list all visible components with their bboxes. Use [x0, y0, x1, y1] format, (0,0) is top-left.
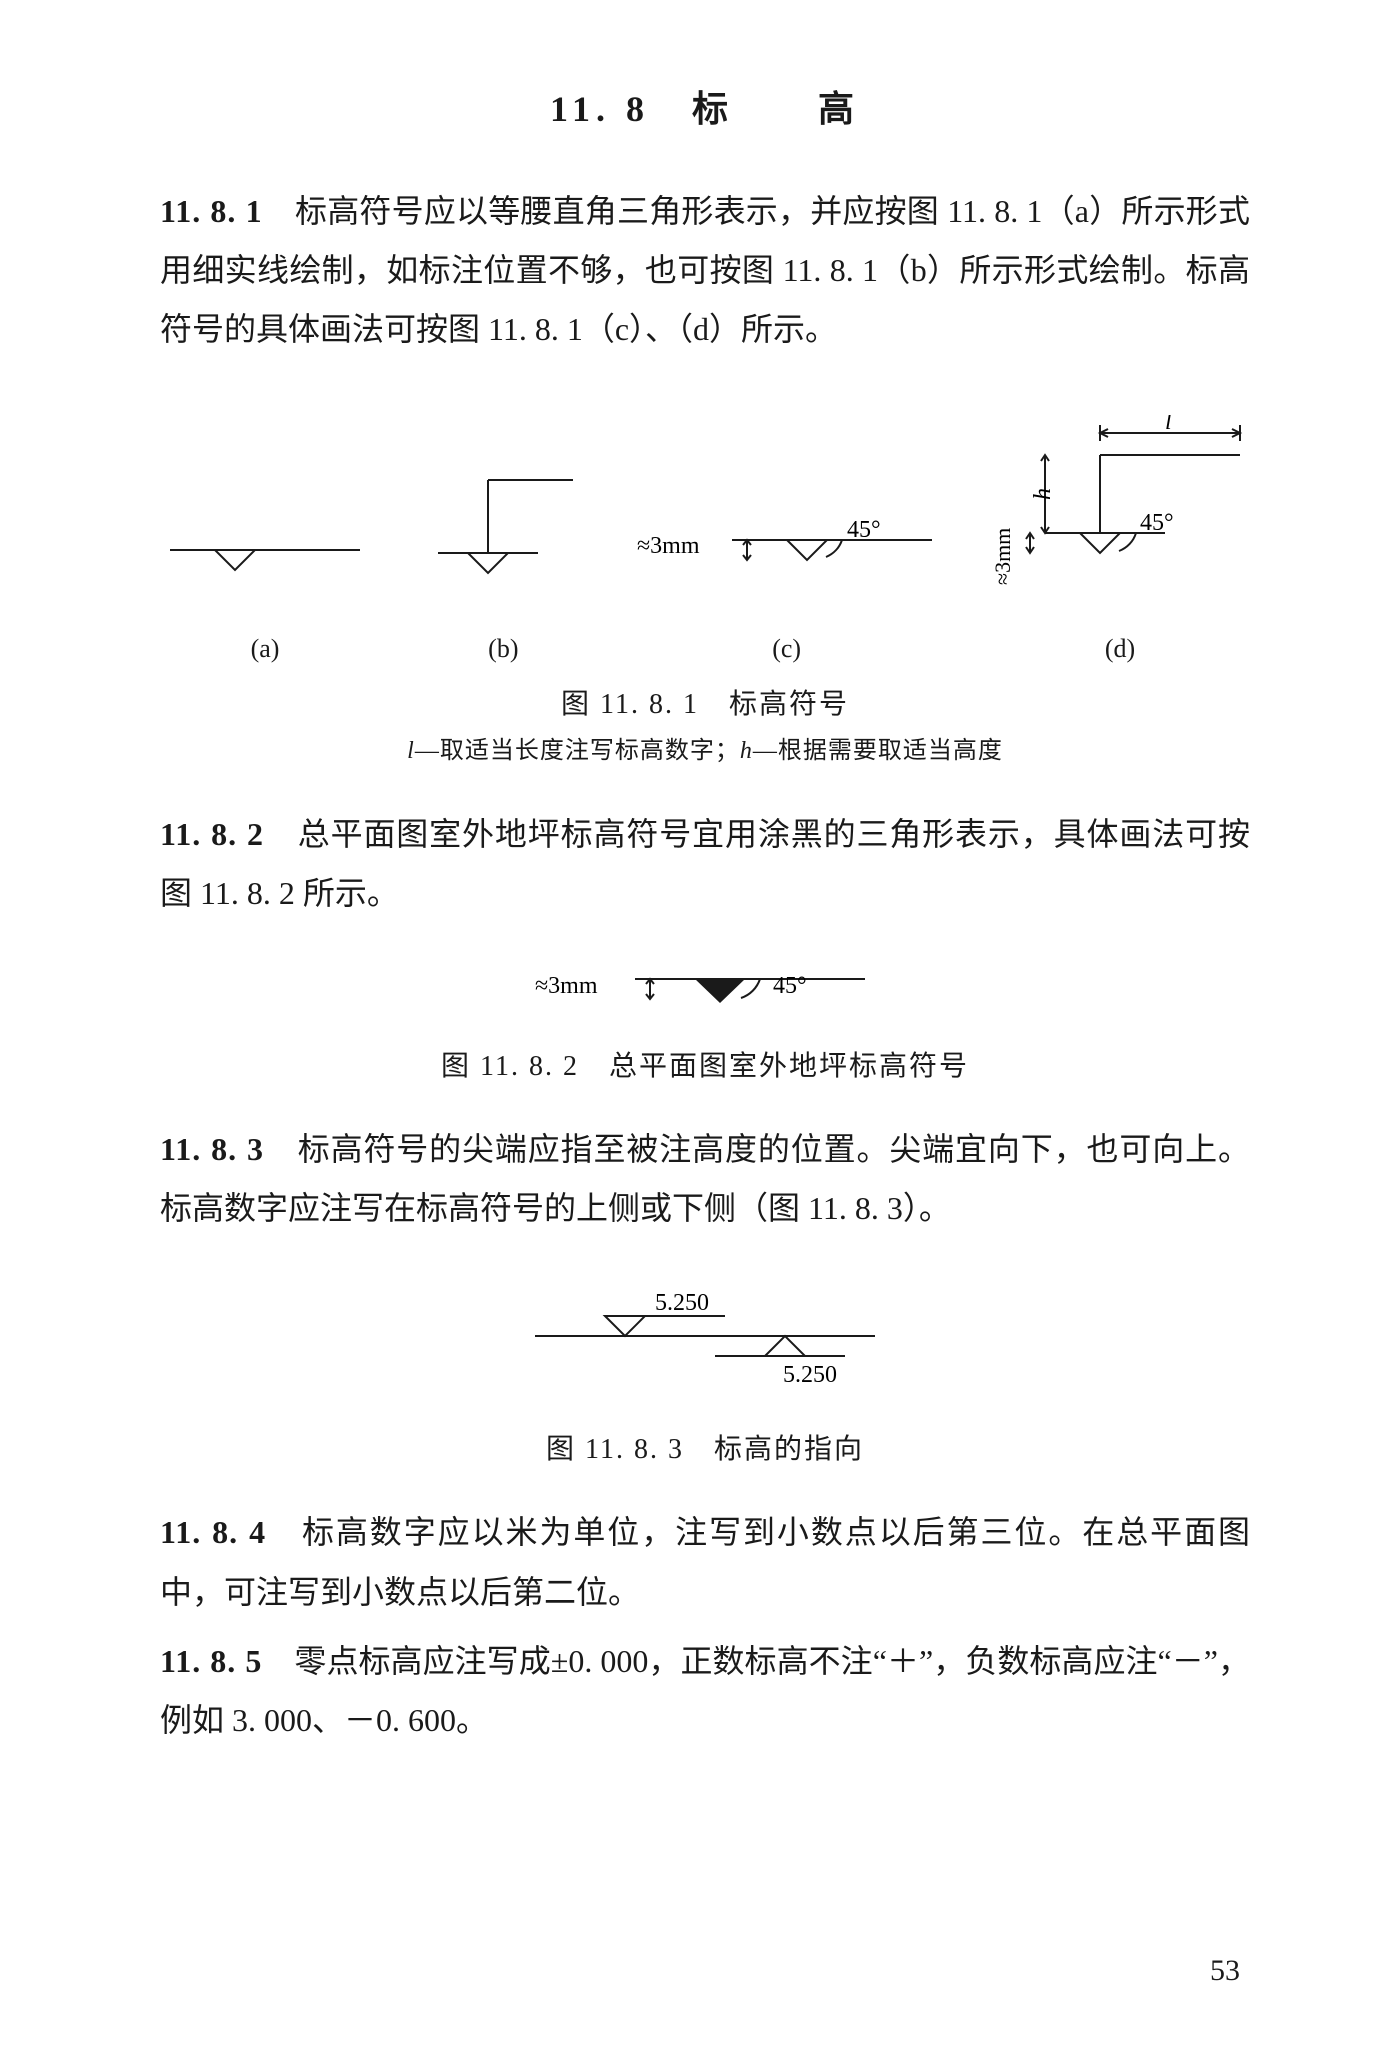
para-11-8-4: 11. 8. 4 标高数字应以米为单位，注写到小数点以后第三位。在总平面图中，可…: [160, 1503, 1250, 1621]
page: 11. 8 标 高 11. 8. 1 标高符号应以等腰直角三角形表示，并应按图 …: [0, 0, 1400, 2048]
fig2-45: 45°: [773, 973, 807, 999]
fig-b-label: (b): [423, 634, 583, 664]
item-no: 11. 8. 5: [160, 1643, 262, 1679]
fig-b-svg: [423, 475, 583, 615]
fig1-note: l—取适当长度注写标高数字；h—根据需要取适当高度: [160, 730, 1250, 765]
fig-c-svg: ≈3mm 45°: [637, 495, 937, 615]
para-text: 标高符号的尖端应指至被注高度的位置。尖端宜向下，也可向上。标高数字应注写在标高符…: [160, 1131, 1250, 1226]
figure-11-8-1: (a) (b): [160, 415, 1250, 664]
figure-11-8-2: ≈3mm 45° 图 11. 8. 2 总平面图室外地坪标高符号: [160, 951, 1250, 1084]
para-text: 总平面图室外地坪标高符号宜用涂黑的三角形表示，具体画法可按图 11. 8. 2 …: [160, 816, 1250, 911]
fig-d-h: h: [1030, 488, 1056, 500]
fig2-svg: ≈3mm 45°: [535, 951, 875, 1021]
fig-d: l h ≈3mm 45° (d): [990, 415, 1250, 664]
para-text: 标高符号应以等腰直角三角形表示，并应按图 11. 8. 1（a）所示形式用细实线…: [160, 193, 1250, 347]
item-no: 11. 8. 1: [160, 193, 263, 229]
para-11-8-1: 11. 8. 1 标高符号应以等腰直角三角形表示，并应按图 11. 8. 1（a…: [160, 182, 1250, 360]
item-no: 11. 8. 4: [160, 1514, 266, 1550]
filled-triangle-icon: [695, 979, 745, 1003]
fig1-note-l: l: [407, 738, 415, 764]
fig2-caption: 图 11. 8. 2 总平面图室外地坪标高符号: [160, 1044, 1250, 1084]
fig1-note-h: h: [740, 738, 753, 764]
fig3-caption: 图 11. 8. 3 标高的指向: [160, 1427, 1250, 1467]
fig3-val-top: 5.250: [655, 1290, 709, 1316]
para-11-8-5: 11. 8. 5 零点标高应注写成±0. 000，正数标高不注“＋”，负数标高应…: [160, 1632, 1250, 1750]
fig1-note-l-txt: —取适当长度注写标高数字；: [415, 738, 740, 764]
fig-c-3mm: ≈3mm: [637, 533, 700, 559]
fig-c: ≈3mm 45° (c): [637, 495, 937, 664]
para-text: 标高数字应以米为单位，注写到小数点以后第三位。在总平面图中，可注写到小数点以后第…: [160, 1514, 1250, 1609]
page-number: 53: [1210, 1954, 1240, 1988]
fig3-val-bot: 5.250: [783, 1362, 837, 1388]
fig-b: (b): [423, 475, 583, 664]
item-no: 11. 8. 2: [160, 816, 264, 852]
fig-a-svg: [160, 495, 370, 615]
fig-d-svg: l h ≈3mm 45°: [990, 415, 1250, 615]
fig-d-label: (d): [990, 634, 1250, 664]
fig-d-3mm: ≈3mm: [990, 527, 1015, 584]
para-text: 零点标高应注写成±0. 000，正数标高不注“＋”，负数标高应注“－”，例如 3…: [160, 1643, 1250, 1738]
fig1-caption: 图 11. 8. 1 标高符号: [160, 682, 1250, 722]
fig-c-45: 45°: [847, 517, 881, 543]
figure-11-8-3: 5.250 5.250 图 11. 8. 3 标高的指向: [160, 1274, 1250, 1467]
fig1-note-h-txt: —根据需要取适当高度: [753, 738, 1003, 764]
fig-a-label: (a): [160, 634, 370, 664]
fig-a: (a): [160, 495, 370, 664]
fig-c-label: (c): [637, 634, 937, 664]
fig2-3mm: ≈3mm: [535, 973, 598, 999]
fig-d-45: 45°: [1140, 510, 1174, 536]
para-11-8-3: 11. 8. 3 标高符号的尖端应指至被注高度的位置。尖端宜向下，也可向上。标高…: [160, 1120, 1250, 1238]
item-no: 11. 8. 3: [160, 1131, 264, 1167]
fig-d-l: l: [1165, 415, 1172, 435]
para-11-8-2: 11. 8. 2 总平面图室外地坪标高符号宜用涂黑的三角形表示，具体画法可按图 …: [160, 805, 1250, 923]
section-title: 11. 8 标 高: [160, 80, 1250, 132]
fig3-svg: 5.250 5.250: [515, 1274, 895, 1404]
